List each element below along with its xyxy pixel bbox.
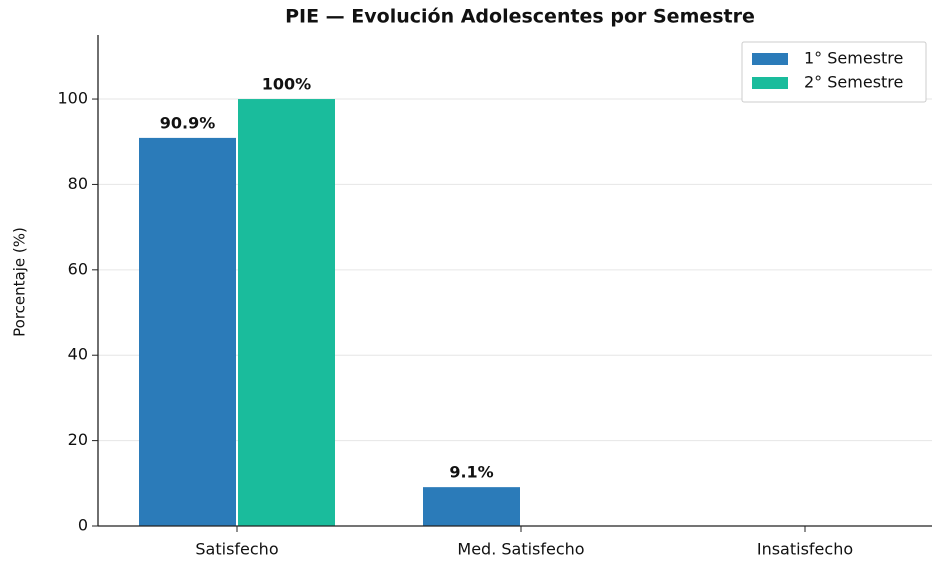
x-tick-label: Satisfecho <box>195 540 278 559</box>
y-tick-label: 40 <box>68 345 88 364</box>
legend-swatch <box>752 77 788 89</box>
bar <box>423 487 520 526</box>
chart-title: PIE — Evolución Adolescentes por Semestr… <box>285 6 755 28</box>
data-label: 9.1% <box>449 463 493 482</box>
legend-label: 1° Semestre <box>804 49 903 68</box>
x-tick-label: Med. Satisfecho <box>457 540 584 559</box>
y-tick-label: 20 <box>68 430 88 449</box>
data-label: 90.9% <box>160 113 216 132</box>
x-tick-label: Insatisfecho <box>757 540 853 559</box>
legend-label: 2° Semestre <box>804 73 903 92</box>
data-label: 100% <box>262 75 311 94</box>
y-tick-label: 80 <box>68 174 88 193</box>
y-tick-label: 60 <box>68 259 88 278</box>
y-axis-label: Porcentaje (%) <box>11 227 29 337</box>
bar <box>238 99 335 526</box>
y-tick-label: 100 <box>57 89 88 108</box>
y-tick-label: 0 <box>78 516 88 535</box>
legend-swatch <box>752 53 788 65</box>
bar <box>139 137 236 526</box>
